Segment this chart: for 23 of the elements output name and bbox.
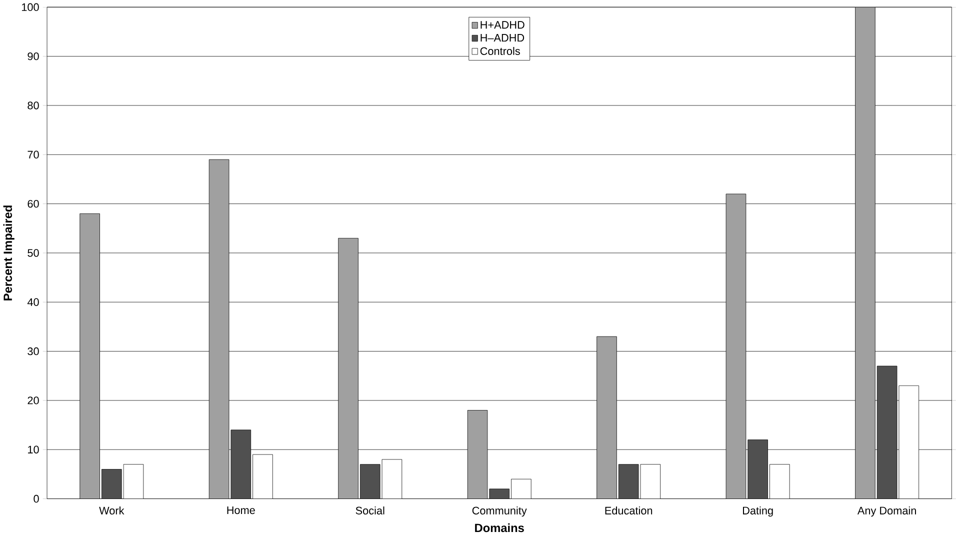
y-tick-label: 80 xyxy=(28,101,39,110)
x-axis-title: Domains xyxy=(475,523,524,532)
x-tick-label: Dating xyxy=(743,506,773,516)
y-tick-label: 60 xyxy=(28,200,39,208)
x-tick-label: Work xyxy=(99,506,124,514)
y-tick-label: 50 xyxy=(28,248,39,257)
y-tick-label: 100 xyxy=(22,3,39,11)
legend-label: H–ADHD xyxy=(480,34,524,42)
y-axis-title: Percent Impaired xyxy=(3,205,14,300)
y-tick-label: 30 xyxy=(28,347,39,355)
y-tick-label: 70 xyxy=(28,150,39,158)
legend-label: Controls xyxy=(480,46,520,55)
legend-label: H+ADHD xyxy=(480,20,524,28)
y-tick-label: 20 xyxy=(28,396,39,404)
y-tick-label: 40 xyxy=(27,298,39,306)
y-tick-label: 10 xyxy=(28,446,39,454)
y-tick-label: 90 xyxy=(28,52,39,60)
x-tick-label: Education xyxy=(605,506,652,514)
x-tick-label: Any Domain xyxy=(857,506,916,516)
x-tick-label: Social xyxy=(356,506,384,514)
x-tick-label: Home xyxy=(227,506,255,514)
y-tick-label: 0 xyxy=(34,494,39,502)
x-tick-label: Community xyxy=(472,506,527,516)
